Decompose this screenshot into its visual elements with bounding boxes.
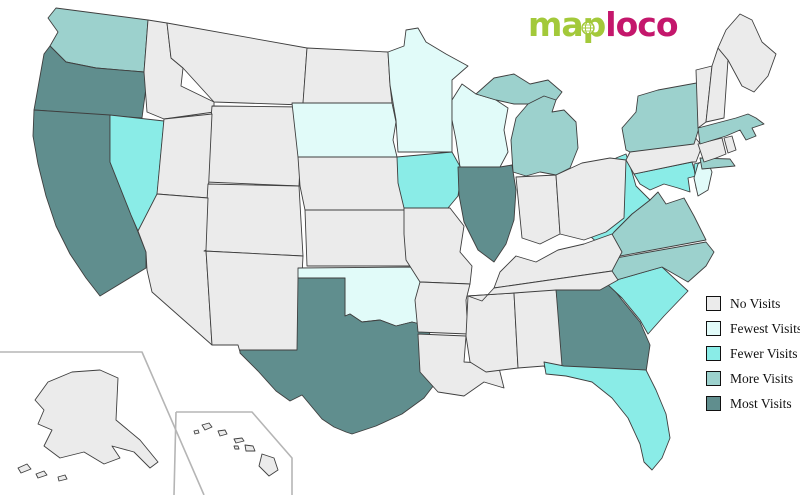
state-louisiana bbox=[417, 333, 505, 397]
state-massachusetts bbox=[697, 113, 765, 145]
state-connecticut bbox=[697, 137, 727, 163]
legend-label-no-visits: No Visits bbox=[730, 295, 781, 311]
state-mississippi bbox=[465, 292, 519, 373]
state-north-dakota bbox=[302, 47, 393, 104]
globe-icon bbox=[581, 21, 595, 35]
legend-label-more-visits: More Visits bbox=[730, 370, 794, 386]
state-missouri bbox=[403, 207, 473, 285]
state-indiana bbox=[515, 174, 561, 245]
legend-row-fewer-visits: Fewer Visits bbox=[706, 341, 800, 366]
state-tennessee bbox=[467, 270, 619, 302]
state-michigan bbox=[475, 73, 579, 177]
legend-row-more-visits: More Visits bbox=[706, 366, 800, 391]
legend-label-fewest-visits: Fewest Visits bbox=[730, 320, 800, 336]
legend-row-no-visits: No Visits bbox=[706, 291, 800, 316]
legend-swatch-more-visits bbox=[706, 371, 721, 386]
legend-label-fewer-visits: Fewer Visits bbox=[730, 345, 798, 361]
legend-swatch-no-visits bbox=[706, 296, 721, 311]
maploco-logo[interactable]: maploco bbox=[528, 5, 679, 46]
state-arkansas bbox=[414, 281, 471, 335]
state-kentucky bbox=[493, 233, 623, 289]
legend-swatch-most-visits bbox=[706, 396, 721, 411]
alaska-inset-border bbox=[0, 351, 205, 495]
state-iowa bbox=[396, 151, 463, 209]
state-utah bbox=[156, 113, 213, 199]
state-maine bbox=[717, 13, 777, 93]
inset-borders bbox=[0, 351, 293, 495]
state-florida bbox=[543, 361, 671, 471]
state-alaska bbox=[17, 369, 159, 482]
state-south-dakota bbox=[291, 102, 398, 158]
legend-swatch-fewer-visits bbox=[706, 346, 721, 361]
state-ohio bbox=[555, 157, 627, 241]
state-new-hampshire bbox=[705, 47, 729, 123]
state-south-carolina bbox=[605, 266, 689, 335]
state-wyoming bbox=[205, 105, 304, 187]
state-arizona bbox=[137, 193, 213, 346]
legend-row-fewest-visits: Fewest Visits bbox=[706, 316, 800, 341]
state-alabama bbox=[513, 288, 565, 375]
state-texas bbox=[239, 277, 435, 435]
state-colorado bbox=[203, 183, 304, 257]
state-illinois bbox=[457, 164, 517, 263]
legend-label-most-visits: Most Visits bbox=[730, 395, 792, 411]
legend: No Visits Fewest Visits Fewer Visits Mor… bbox=[706, 291, 800, 416]
legend-swatch-fewest-visits bbox=[706, 321, 721, 336]
state-minnesota bbox=[387, 27, 469, 153]
states-layer bbox=[17, 7, 777, 482]
state-new-mexico bbox=[203, 249, 304, 353]
state-wisconsin bbox=[451, 83, 509, 168]
logo-loco-text: loco bbox=[605, 5, 678, 44]
state-hawaii bbox=[193, 422, 279, 477]
hawaii-inset-border bbox=[173, 411, 293, 495]
state-rhode-island bbox=[723, 135, 737, 154]
legend-row-most-visits: Most Visits bbox=[706, 391, 800, 416]
